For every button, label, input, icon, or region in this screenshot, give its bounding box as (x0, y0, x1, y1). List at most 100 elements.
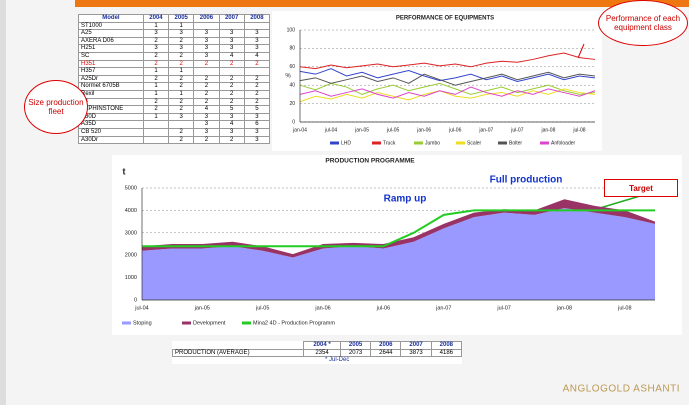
legend-label: LHD (341, 140, 351, 146)
cell: 2 (168, 82, 195, 91)
cell: 3 (168, 29, 195, 38)
row: ELPHINSTONE 2 2 4 5 5 (78, 105, 271, 114)
cell: 3 (243, 135, 271, 145)
cell: H357 (78, 67, 144, 76)
cell (142, 135, 170, 145)
cell: 2 (243, 89, 271, 99)
cell: 2 (142, 74, 170, 84)
y-tick-label: 0 (292, 119, 295, 125)
cell: 2 (218, 89, 245, 99)
left-border (0, 0, 6, 405)
cell: AXERA D06 (78, 36, 144, 46)
cell: 1 (142, 89, 170, 99)
cell: 3 (193, 44, 220, 53)
cell: 3873 (400, 348, 432, 358)
cell: 2 (243, 74, 271, 84)
legend-swatch (456, 141, 465, 145)
cell: 2 (218, 82, 245, 91)
cell: 3 (218, 36, 245, 46)
row: H357 1 1 (78, 67, 271, 76)
callout-performance: Performance of each equipment class (598, 0, 688, 46)
series-line (299, 86, 596, 99)
cell: 3 (218, 29, 245, 38)
row: Normet 6705B 1 2 2 2 2 (78, 82, 271, 91)
x-tick-label: jan-05 (354, 127, 369, 133)
cell (218, 21, 245, 31)
cell: 3 (193, 120, 220, 129)
cell (193, 21, 220, 31)
cell: 1 (142, 82, 170, 91)
x-tick-label: jan-04 (292, 127, 307, 133)
cell: 1 (168, 67, 195, 76)
x-tick-label: jan-05 (194, 305, 210, 311)
cell: ELPHINSTONE (78, 105, 144, 114)
x-tick-label: jan-08 (540, 127, 555, 133)
x-tick-label: jan-06 (416, 127, 431, 133)
cell: 2 (243, 59, 271, 69)
cell: 4 (243, 51, 271, 61)
x-tick-label: jul-08 (617, 305, 631, 311)
production-table: 2004 * 2005 2006 2007 2008 PRODUCTION (AVERAG… (171, 341, 463, 364)
legend-swatch (540, 141, 549, 145)
cell (142, 120, 170, 129)
x-tick-label: jan-08 (556, 305, 572, 311)
cell: A30Dr (78, 135, 144, 145)
cell (243, 21, 271, 31)
program-line (142, 209, 655, 248)
cell: 3 (218, 127, 245, 137)
prod-y-label: t (123, 166, 126, 176)
row: F422222 (78, 97, 271, 107)
legend-swatch (182, 321, 191, 325)
legend-swatch (498, 141, 507, 145)
series-area (142, 199, 655, 258)
legend-swatch (122, 321, 131, 325)
x-tick-label: jul-04 (134, 305, 148, 311)
header-cell: 2007 (218, 14, 245, 23)
row: ST1000 1 1 (78, 21, 271, 31)
callout-target: Target (604, 179, 678, 197)
cell: 4186 (430, 348, 463, 358)
legend-swatch (372, 141, 381, 145)
perf-y-label: % (285, 74, 291, 80)
header-cell: 2004 * (303, 341, 341, 350)
header-cell: 2005 (168, 14, 195, 23)
header-cell: Model (78, 14, 144, 23)
cell: 2 (193, 74, 220, 84)
blank (173, 342, 304, 350)
header-cell: 2008 (430, 341, 463, 350)
annotation: Full production (490, 175, 563, 186)
cell: 2 (142, 105, 170, 114)
y-tick-label: 1000 (125, 275, 137, 281)
cell (218, 67, 245, 76)
y-tick-label: 20 (289, 101, 295, 107)
cell: 1 (168, 89, 195, 99)
cell: 2 (142, 51, 170, 61)
cell: 3 (243, 44, 271, 53)
cell: H351 (78, 59, 144, 69)
series-line (299, 71, 596, 86)
row: CB 520 2 3 3 3 (78, 127, 271, 137)
target-pointer (599, 195, 641, 209)
x-tick-label: jul-07 (510, 127, 523, 133)
cell: Normet 6705B (78, 82, 144, 91)
cell: 2 (243, 82, 271, 91)
cell: 3 (218, 44, 245, 53)
cell: 2 (218, 59, 245, 69)
y-tick-label: 60 (289, 64, 295, 70)
x-tick-label: jul-05 (386, 127, 399, 133)
cell: 4 (218, 120, 245, 129)
cell: CB 520 (78, 127, 144, 137)
note: * Jul-Dec (324, 357, 350, 364)
series-line (299, 82, 596, 95)
header-cell: 2006 (370, 341, 402, 350)
y-tick-label: 5000 (125, 185, 137, 191)
cell: 5 (243, 105, 271, 114)
y-tick-label: 4000 (125, 208, 137, 214)
row: A30Dr 2 2 2 3 (78, 135, 271, 145)
header-cell: 2004 (142, 14, 170, 23)
perf-pointer (577, 43, 585, 59)
x-tick-label: jul-07 (496, 305, 510, 311)
cell: 2 (142, 59, 170, 69)
